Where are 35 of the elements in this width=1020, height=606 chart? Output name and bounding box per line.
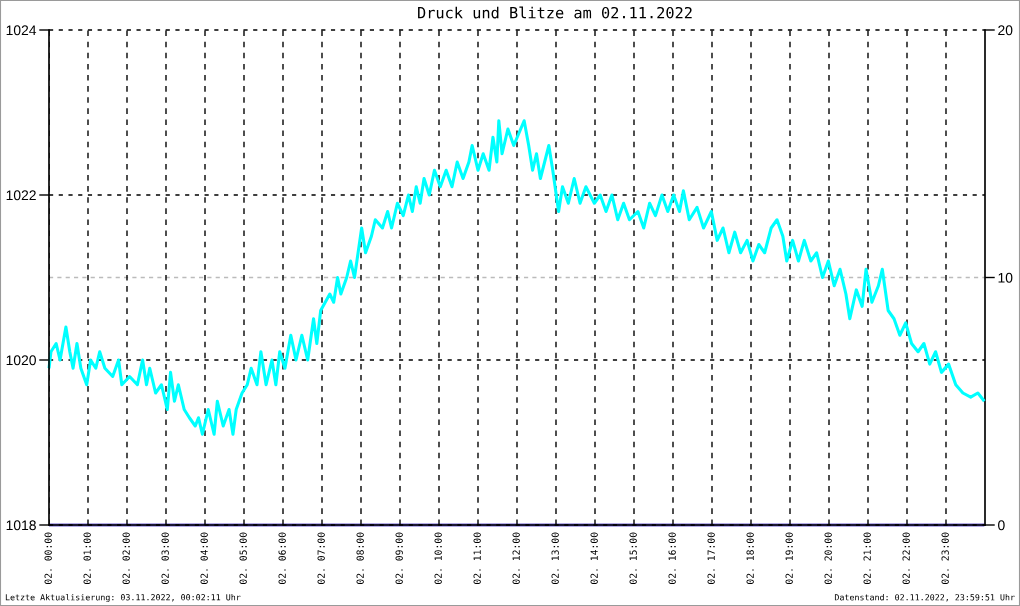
x-tick-label: 02. 06:00	[278, 532, 286, 584]
y2-tick-label: 20	[998, 25, 1013, 36]
y2-tick-label: 0	[998, 520, 1005, 531]
x-tick-label: 02. 01:00	[83, 532, 91, 584]
x-tick-label: 02. 05:00	[239, 532, 247, 584]
x-tick-label: 02. 00:00	[44, 532, 52, 584]
line-series	[47, 119, 986, 436]
x-tick-label: 02. 16:00	[668, 532, 676, 584]
x-tick-label: 02. 15:00	[629, 532, 637, 584]
x-tick-label: 02. 07:00	[317, 532, 325, 584]
y-tick-label: 1020	[6, 355, 36, 366]
y-tick-label: 1024	[6, 25, 37, 36]
text: Letzte Aktualisierung: 03.11.2022, 00:02:11 Uhr	[5, 593, 241, 603]
x-tick-label: 02. 23:00	[941, 532, 949, 584]
x-tick-label: 02. 22:00	[902, 532, 910, 584]
x-tick-label: 02. 14:00	[590, 532, 598, 584]
x-tick-label: 02. 18:00	[746, 532, 754, 584]
x-tick-label: 02. 10:00	[434, 532, 442, 584]
y2-tick-label: 10	[998, 272, 1013, 283]
x-tick-label: 02. 04:00	[200, 532, 208, 584]
chart-title: Druck und Blitze am 02.11.2022	[418, 6, 692, 19]
x-tick-label: 02. 09:00	[395, 532, 403, 584]
x-tick-label: 02. 11:00	[473, 532, 481, 584]
x-tick-label: 02. 21:00	[863, 532, 871, 584]
x-tick-label: 02. 03:00	[161, 532, 169, 584]
text: Datenstand: 02.11.2022, 23:59:51 Uhr	[834, 593, 1015, 602]
x-tick-label: 02. 20:00	[824, 532, 832, 584]
x-tick-label: 02. 19:00	[785, 532, 793, 584]
x-tick-label: 02. 13:00	[551, 532, 559, 584]
y-tick-label: 1022	[6, 190, 36, 201]
x-tick-label: 02. 12:00	[512, 532, 520, 584]
y-tick-label: 1018	[6, 520, 36, 531]
x-tick-label: 02. 08:00	[356, 532, 364, 584]
x-tick-label: 02. 02:00	[122, 532, 130, 584]
x-tick-label: 02. 17:00	[707, 532, 715, 584]
